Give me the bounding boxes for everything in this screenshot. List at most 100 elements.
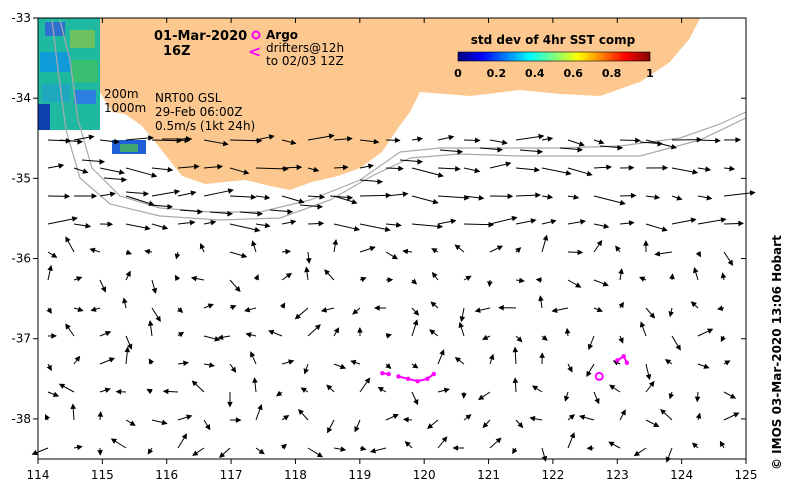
current-vector-head [705,166,712,172]
current-vector-head [357,326,363,333]
current-vector [697,218,726,225]
current-vector-head [129,420,136,426]
drifter-point [624,360,630,365]
current-vector-head [77,138,84,145]
current-vector-head [217,334,224,340]
current-vector-head [609,384,616,391]
current-vector-head [360,276,367,283]
current-vector-head [122,297,128,304]
current-vector-head [729,393,737,399]
current-vector-head [586,370,592,377]
current-vector-head [706,194,713,201]
current-vector-head [630,192,637,199]
current-vector-head [82,168,89,174]
x-tick-label: 119 [348,468,371,482]
current-vector-head [245,332,252,338]
current-vector-head [360,445,367,452]
current-vector-head [174,274,181,281]
current-vector-head [305,258,312,264]
current-vector-head [107,221,114,227]
current-vector-head [738,220,744,227]
current-vector-head [586,170,593,177]
current-vector-head [427,423,434,429]
current-vector-head [676,195,683,201]
current-vector-head [339,363,347,370]
current-vector-head [183,360,189,367]
current-vector-head [193,163,200,170]
current-vector-head [208,362,216,368]
sst-patch-west [38,18,100,130]
argo-legend-label: Argo [266,28,298,42]
current-vector-head [535,192,541,198]
current-vector-head [91,193,98,199]
y-tick-label: -34 [11,91,31,105]
current-vector [489,217,517,225]
current-vector-head [97,411,104,417]
contour-1000m [51,19,747,221]
current-vector-head [190,190,197,196]
current-vector-head [534,166,540,173]
current-vector-head [294,313,301,320]
current-vector-head [264,222,271,229]
current-vector-head [735,137,742,143]
current-vector-head [373,138,380,145]
current-vector-head [429,329,436,335]
current-vector-head [661,226,668,232]
current-vector-head [512,346,519,353]
colorbar-ticks: 0 0.2 0.4 0.6 0.8 1 [454,67,654,80]
x-tick-label: 117 [220,468,243,482]
current-vector-head [720,335,726,343]
current-vector-head [564,327,571,334]
current-vector-head [402,248,409,255]
current-vector-head [518,277,525,284]
current-vector [411,167,443,177]
current-vector [47,217,77,225]
current-vector-head [474,167,481,174]
drifters-legend-label: drifters@12h [266,41,344,55]
current-vector-head [143,190,150,197]
current-vector [411,223,443,228]
current-vector-head [316,451,324,458]
current-vector-head [512,377,519,384]
current-vector-head [417,136,424,142]
current-vector-head [707,328,714,334]
current-vector-head [290,219,297,225]
current-vector-head [104,330,112,337]
current-vector-head [115,388,122,395]
current-vector-head [547,194,554,200]
current-vector-head [412,362,419,369]
current-vector-head [654,194,661,200]
current-vector-head [205,424,211,431]
current-vector-head [660,408,667,415]
current-vector [151,190,180,197]
x-tick-label: 115 [91,468,114,482]
current-vector-head [298,408,304,416]
current-vector-head [99,158,106,165]
contour-1000-label: 1000m [104,101,146,115]
current-vector-head [516,336,523,343]
current-vector-head [174,253,181,260]
current-vector-head [47,264,53,271]
current-vector-head [108,357,115,363]
current-vector-head [31,449,38,456]
current-vector-head [749,190,756,196]
current-vector-head [346,136,353,142]
current-vector-head [565,170,572,176]
current-vector-head [657,140,664,147]
current-vector-head [191,380,198,387]
current-vector-head [635,137,641,144]
current-vector-head [377,178,384,185]
date-label: 01-Mar-2020 [154,29,247,44]
current-vector-head [318,220,325,227]
current-vector-head [144,248,151,255]
current-vector-head [690,301,697,308]
current-vector-head [326,384,333,391]
current-vector-head [538,295,544,302]
current-vector-head [313,166,320,173]
current-vector-head [596,239,603,247]
current-vector-head [110,438,118,444]
current-vector [593,195,625,205]
current-vector-head [628,164,635,171]
current-vector-head [290,139,297,146]
